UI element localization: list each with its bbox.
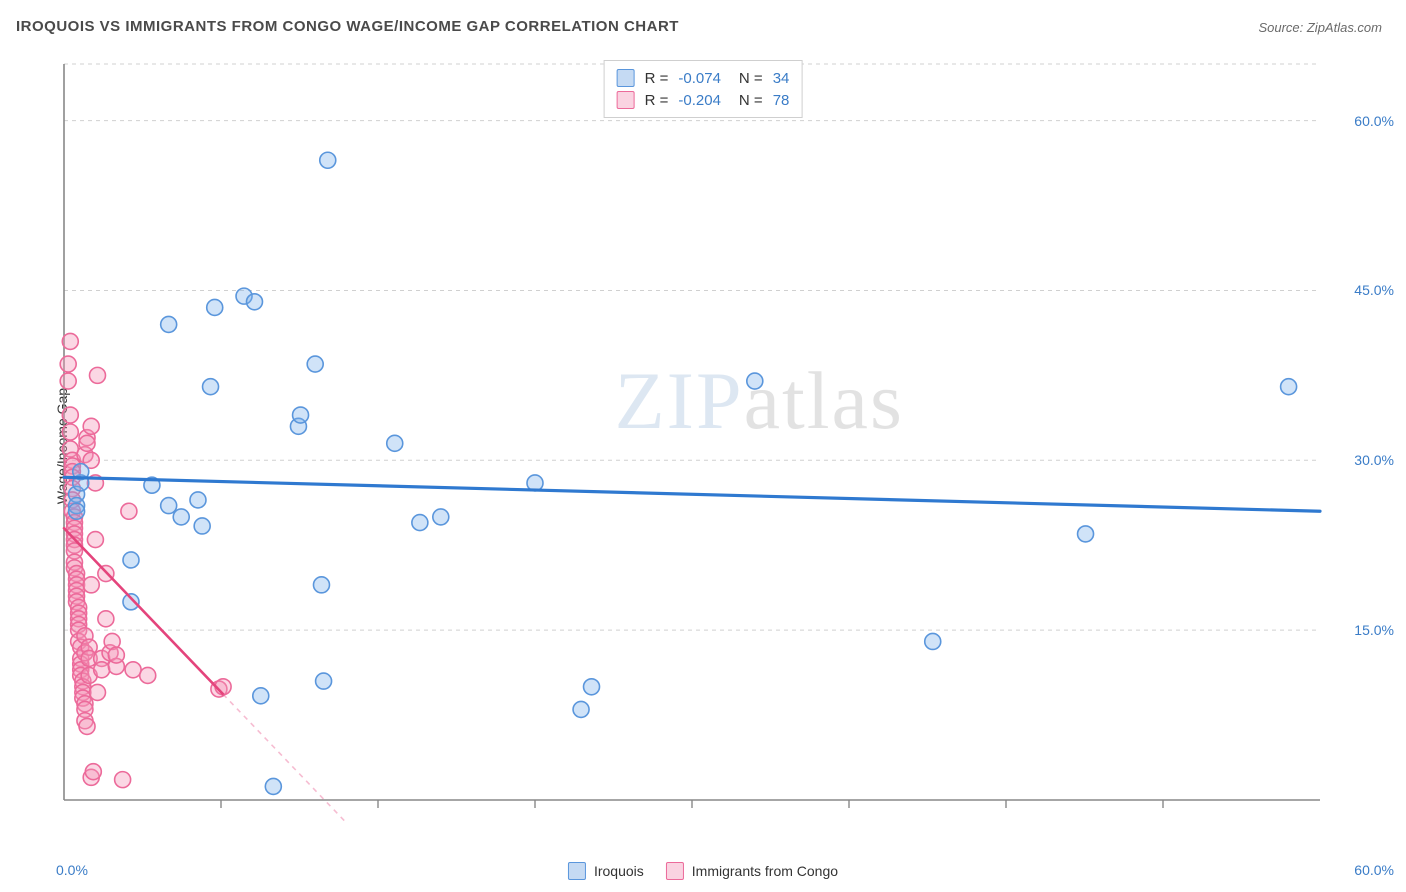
r-label: R =: [645, 70, 669, 87]
swatch-icon: [617, 91, 635, 109]
n-label: N =: [739, 70, 763, 87]
n-value: 34: [773, 70, 790, 87]
legend-row-series-2: R = -0.204 N = 78: [617, 89, 790, 111]
r-value: -0.074: [678, 70, 721, 87]
series-legend: Iroquois Immigrants from Congo: [568, 862, 838, 880]
chart-plot-area: [48, 60, 1388, 840]
correlation-legend: R = -0.074 N = 34 R = -0.204 N = 78: [604, 60, 803, 118]
source-name: ZipAtlas.com: [1307, 20, 1382, 35]
x-tick-label-min: 0.0%: [56, 862, 88, 878]
legend-item: Immigrants from Congo: [666, 862, 838, 880]
legend-item-label: Immigrants from Congo: [692, 863, 838, 879]
n-value: 78: [773, 92, 790, 109]
chart-svg: [48, 60, 1388, 840]
legend-item-label: Iroquois: [594, 863, 644, 879]
r-value: -0.204: [678, 92, 721, 109]
y-tick-label: 30.0%: [1354, 452, 1394, 468]
y-tick-label: 15.0%: [1354, 622, 1394, 638]
x-tick-label-max: 60.0%: [1354, 862, 1394, 878]
n-label: N =: [739, 92, 763, 109]
chart-title: IROQUOIS VS IMMIGRANTS FROM CONGO WAGE/I…: [16, 18, 679, 35]
y-tick-label: 60.0%: [1354, 113, 1394, 129]
legend-row-series-1: R = -0.074 N = 34: [617, 67, 790, 89]
swatch-icon: [568, 862, 586, 880]
legend-item: Iroquois: [568, 862, 644, 880]
source-attribution: Source: ZipAtlas.com: [1258, 20, 1382, 35]
y-tick-label: 45.0%: [1354, 282, 1394, 298]
r-label: R =: [645, 92, 669, 109]
swatch-icon: [666, 862, 684, 880]
swatch-icon: [617, 69, 635, 87]
source-prefix: Source:: [1258, 20, 1306, 35]
